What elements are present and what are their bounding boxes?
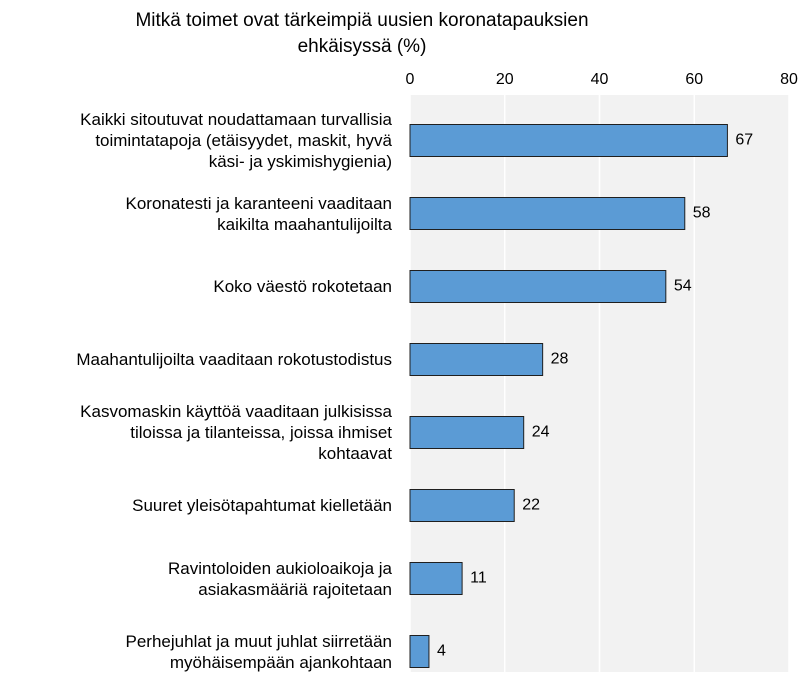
x-tick-label: 20 bbox=[496, 71, 514, 88]
chart-title: Mitkä toimet ovat tärkeimpiä uusien koro… bbox=[135, 10, 589, 57]
bar bbox=[409, 197, 686, 230]
value-label: 22 bbox=[522, 497, 540, 514]
value-label: 28 bbox=[551, 351, 569, 368]
x-tick-label: 80 bbox=[780, 71, 798, 88]
category-label: Koronatesti ja karanteeni vaaditaan kaik… bbox=[125, 193, 392, 234]
bar bbox=[409, 562, 463, 595]
category-label: Perhejuhlat ja muut juhlat siirretään my… bbox=[125, 631, 392, 672]
bar bbox=[409, 635, 430, 668]
category-label: Koko väestö rokotetaan bbox=[213, 277, 392, 296]
bar bbox=[409, 416, 525, 449]
bar bbox=[409, 124, 728, 157]
value-label: 54 bbox=[674, 278, 692, 295]
x-tick-label: 0 bbox=[406, 71, 415, 88]
category-label: Suuret yleisötapahtumat kielletään bbox=[132, 496, 392, 515]
bar bbox=[409, 489, 515, 522]
bar bbox=[409, 343, 544, 376]
value-label: 11 bbox=[470, 570, 487, 587]
category-label: Ravintoloiden aukioloaikoja ja asiakasmä… bbox=[168, 558, 392, 599]
bar bbox=[409, 270, 667, 303]
category-label: Kasvomaskin käyttöä vaaditaan julkisissa… bbox=[80, 402, 392, 463]
value-label: 4 bbox=[437, 643, 446, 660]
category-label: Maahantulijoilta vaaditaan rokotustodist… bbox=[76, 350, 392, 369]
value-label: 24 bbox=[532, 424, 550, 441]
x-tick-label: 40 bbox=[591, 71, 609, 88]
category-label: Kaikki sitoutuvat noudattamaan turvallis… bbox=[80, 110, 392, 171]
x-tick-label: 60 bbox=[685, 71, 703, 88]
value-label: 67 bbox=[735, 132, 753, 149]
value-label: 58 bbox=[693, 205, 711, 222]
